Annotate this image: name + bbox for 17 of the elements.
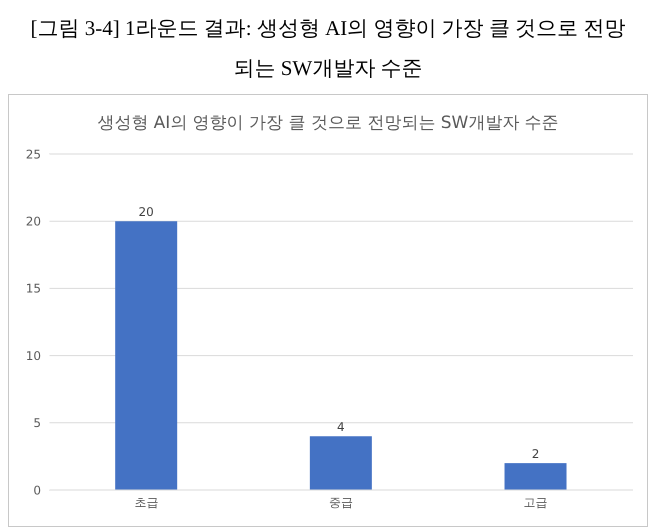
x-tick-label: 중급 <box>329 496 353 510</box>
bar <box>115 221 178 490</box>
bar <box>504 463 567 490</box>
chart-title: [그림 3-4] 1라운드 결과: 생성형 AI의 영향이 가장 클 것으로 전망되는 SW개발자 수준 <box>30 15 626 82</box>
data-label: 4 <box>337 420 345 434</box>
data-label: 20 <box>138 205 154 220</box>
y-tick-label: 20 <box>26 214 41 228</box>
y-tick-label: 0 <box>33 483 41 498</box>
x-tick-label: 초급 <box>134 496 158 510</box>
y-tick-label: 10 <box>26 348 41 363</box>
y-tick-label: 15 <box>26 282 41 296</box>
y-tick-label: 25 <box>26 147 41 162</box>
bar <box>310 436 372 490</box>
chart-subtitle: 생성형 AI의 영향이 가장 클 것으로 전망되는 SW개발자 수준 <box>96 112 560 134</box>
x-tick-label: 고급 <box>524 496 548 510</box>
y-tick-label: 5 <box>33 416 41 430</box>
data-label: 2 <box>532 447 540 462</box>
